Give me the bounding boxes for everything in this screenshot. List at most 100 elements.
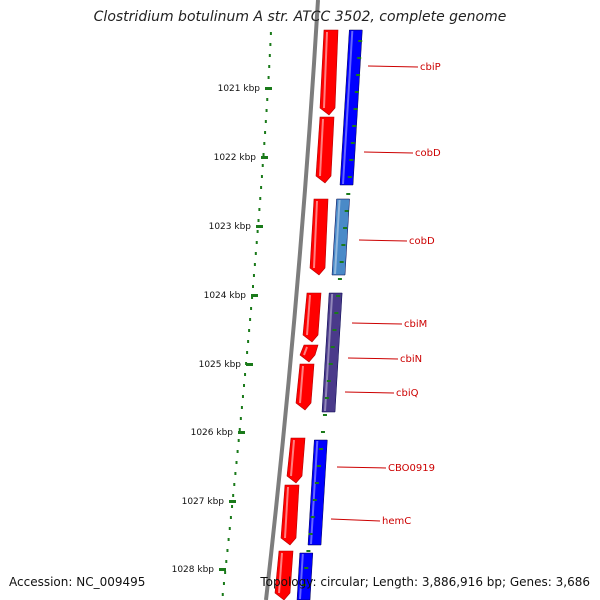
ruler-dot xyxy=(221,593,224,596)
gene-block xyxy=(321,292,343,413)
ruler-dot xyxy=(244,373,247,376)
outer-tick xyxy=(337,278,342,280)
outer-tick xyxy=(336,295,341,297)
outer-tick xyxy=(302,584,307,586)
ruler-dot xyxy=(252,285,255,288)
gene-leader-line xyxy=(358,239,408,242)
gene-block xyxy=(307,439,328,546)
gene-highlight xyxy=(299,553,304,600)
outer-tick xyxy=(341,244,346,246)
ruler-dot xyxy=(260,186,263,189)
outer-tick xyxy=(328,363,333,365)
gene-leader-line xyxy=(351,322,403,325)
ruler-dot xyxy=(243,384,246,387)
ruler-dot xyxy=(234,472,237,475)
ruler-dot xyxy=(248,329,251,332)
cds-track xyxy=(274,29,339,600)
outer-tick xyxy=(357,57,362,59)
ruler-major-tick xyxy=(229,500,236,503)
ruler-dot xyxy=(246,351,249,354)
outer-tick xyxy=(324,397,329,399)
gene-leader-line xyxy=(330,518,381,522)
ruler-dot xyxy=(224,571,227,574)
ruler-dot xyxy=(253,263,256,266)
ruler-major-tick xyxy=(219,568,226,571)
gene-leader-line xyxy=(363,151,414,154)
ruler-major-tick xyxy=(251,294,258,297)
outer-tick xyxy=(353,108,358,110)
ruler-dot xyxy=(267,76,270,79)
ruler-major-tick xyxy=(246,363,253,366)
ruler-dot xyxy=(257,219,260,222)
outer-track-ticks xyxy=(302,40,363,586)
ruler-dot xyxy=(232,494,235,497)
cds-arrow xyxy=(309,198,329,276)
gene-label: cobD xyxy=(409,236,435,247)
ruler-major-tick xyxy=(261,156,268,159)
ruler-dot xyxy=(268,54,271,57)
ruler-dot xyxy=(238,428,241,431)
ruler-dot xyxy=(265,109,268,112)
ruler-dot xyxy=(255,241,258,244)
ruler-ticks xyxy=(219,87,272,571)
gene-highlight xyxy=(324,293,334,412)
cds-highlight xyxy=(278,552,283,594)
outer-tick xyxy=(312,499,317,501)
gene-label: cbiP xyxy=(420,62,441,73)
ruler-dot xyxy=(264,120,267,123)
outer-tick xyxy=(352,125,357,127)
ruler-dot xyxy=(259,197,262,200)
ruler-dot xyxy=(236,450,239,453)
cds-highlight xyxy=(284,486,289,539)
gene-label: cbiQ xyxy=(396,388,419,399)
cds-highlight xyxy=(306,294,311,336)
cds-highlight xyxy=(303,346,308,356)
gene-label: cobD xyxy=(415,148,441,159)
gene-label: CBO0919 xyxy=(388,463,435,474)
ruler-label: 1021 kbp xyxy=(218,84,261,94)
ruler-major-tick xyxy=(256,225,263,228)
ruler-dot xyxy=(233,483,236,486)
cds-arrow xyxy=(280,484,300,546)
outer-tick xyxy=(306,550,311,552)
outer-tick xyxy=(326,380,331,382)
ruler-dot xyxy=(250,307,253,310)
ruler-dot xyxy=(239,417,242,420)
ruler-major-tick xyxy=(265,87,272,90)
outer-tick xyxy=(310,516,315,518)
gene-highlight xyxy=(334,199,341,275)
outer-tick xyxy=(356,74,361,76)
gene-labels: cbiP cobD cobD cbiM cbiN cbiQ CBO0919 hemC xyxy=(330,62,441,527)
gene-highlight xyxy=(310,440,319,545)
accession-text: Accession: NC_009495 xyxy=(9,575,146,589)
ruler-label: 1023 kbp xyxy=(209,222,252,232)
outer-tick xyxy=(354,91,359,93)
gene-label: cbiN xyxy=(400,354,422,365)
gene-leader-line xyxy=(367,65,419,68)
cds-highlight xyxy=(299,365,304,404)
cds-arrow xyxy=(319,29,339,116)
ruler-dot xyxy=(266,98,269,101)
gene-leader-line xyxy=(344,391,395,394)
gene-block xyxy=(331,198,350,276)
ruler-labels: 1021 kbp 1022 kbp 1023 kbp 1024 kbp 1025 kbp… xyxy=(172,84,261,575)
genome-summary-text: Topology: circular; Length: 3,886,916 bp… xyxy=(260,575,590,589)
ruler-dot xyxy=(247,340,250,343)
ruler-dots xyxy=(221,32,272,596)
ruler-dot xyxy=(268,65,271,68)
ruler-dot xyxy=(264,131,267,134)
outer-tick xyxy=(344,210,349,212)
ruler-dot xyxy=(226,549,229,552)
outer-tick xyxy=(314,482,319,484)
ruler-label: 1027 kbp xyxy=(182,497,225,507)
ruler-label: 1022 kbp xyxy=(214,153,257,163)
cds-highlight xyxy=(319,118,324,177)
cds-highlight xyxy=(323,31,328,109)
backbone-line xyxy=(264,0,320,600)
ruler-dot xyxy=(228,527,231,530)
outer-tick xyxy=(332,329,337,331)
outer-tick xyxy=(350,142,355,144)
outer-tick xyxy=(320,431,325,433)
